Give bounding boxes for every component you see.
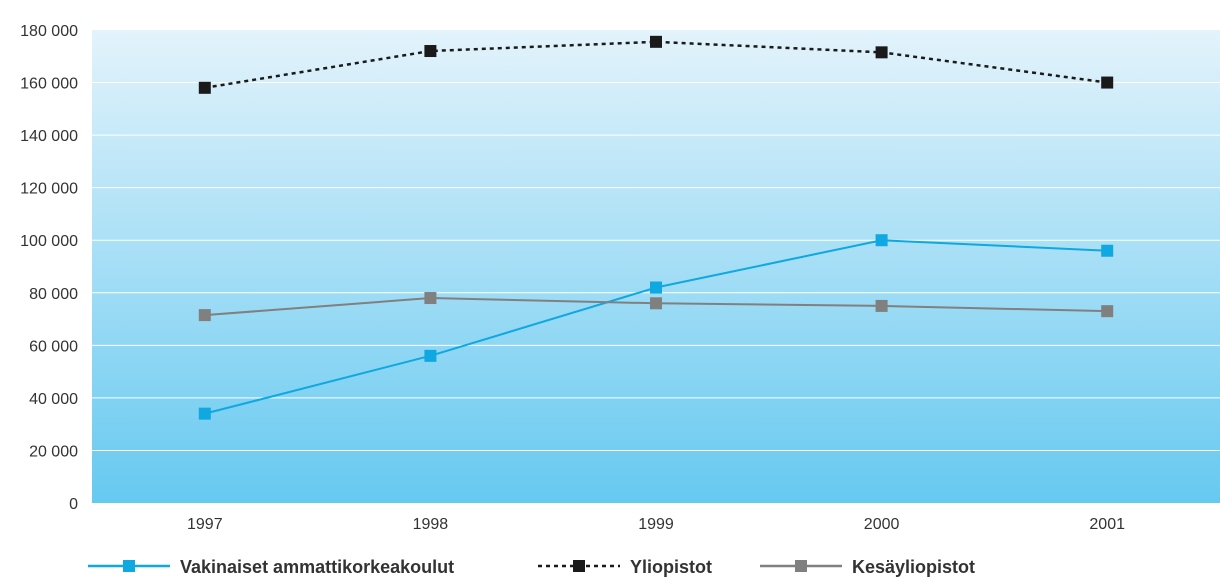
y-axis-tick-labels: 0 20 000 40 000 60 000 80 000 100 000 120 000 1… xyxy=(20,23,78,513)
series-kesayliopistot xyxy=(198,292,1114,322)
y-tick-label: 20 000 xyxy=(29,443,78,460)
data-point-marker xyxy=(875,46,888,59)
y-tick-label: 140 000 xyxy=(20,128,78,145)
legend-item-kesayliopistot: Kesäyliopistot xyxy=(760,557,975,577)
data-point-marker xyxy=(424,45,437,58)
legend-marker xyxy=(573,560,585,572)
x-tick-label: 1998 xyxy=(413,516,449,533)
gridlines xyxy=(92,82,1220,451)
legend-label: Yliopistot xyxy=(630,557,712,577)
data-point-marker xyxy=(424,349,437,362)
series-lines xyxy=(198,35,1114,420)
legend-item-yliopistot: Yliopistot xyxy=(538,557,712,577)
data-point-marker xyxy=(650,297,662,310)
data-point-marker xyxy=(1101,244,1114,257)
legend-marker xyxy=(123,560,135,572)
legend-label: Vakinaiset ammattikorkeakoulut xyxy=(180,557,454,577)
data-point-marker xyxy=(1101,76,1114,89)
data-point-marker xyxy=(875,299,888,312)
legend-label: Kesäyliopistot xyxy=(852,557,975,577)
y-tick-label: 40 000 xyxy=(29,391,78,408)
x-tick-label: 2001 xyxy=(1089,516,1125,533)
x-tick-label: 1999 xyxy=(638,516,674,533)
data-point-marker xyxy=(424,292,437,305)
y-tick-label: 120 000 xyxy=(20,181,78,198)
data-point-marker xyxy=(650,35,662,48)
x-axis-tick-labels: 1997 1998 1999 2000 2001 xyxy=(187,516,1125,533)
data-point-marker xyxy=(198,407,211,420)
plot-area xyxy=(92,30,1220,503)
data-point-marker xyxy=(1101,305,1114,318)
series-yliopistot xyxy=(198,35,1114,94)
y-tick-label: 0 xyxy=(69,496,78,513)
data-point-marker xyxy=(198,309,211,322)
x-tick-label: 1997 xyxy=(187,516,223,533)
data-point-marker xyxy=(650,281,662,294)
y-tick-label: 80 000 xyxy=(29,286,78,303)
x-tick-label: 2000 xyxy=(864,516,900,533)
series-line xyxy=(204,40,1108,90)
data-point-marker xyxy=(198,81,211,94)
y-tick-label: 180 000 xyxy=(20,23,78,40)
y-tick-label: 60 000 xyxy=(29,338,78,355)
legend-item-vakinaiset-ammattikorkeakoulut: Vakinaiset ammattikorkeakoulut xyxy=(88,557,454,577)
y-tick-label: 100 000 xyxy=(20,233,78,250)
data-point-marker xyxy=(875,234,888,247)
series-vakinaiset-ammattikorkeakoulut xyxy=(198,234,1114,420)
y-tick-label: 160 000 xyxy=(20,76,78,93)
legend-marker xyxy=(795,560,807,572)
legend: Vakinaiset ammattikorkeakoulut Yliopistot… xyxy=(88,557,975,577)
